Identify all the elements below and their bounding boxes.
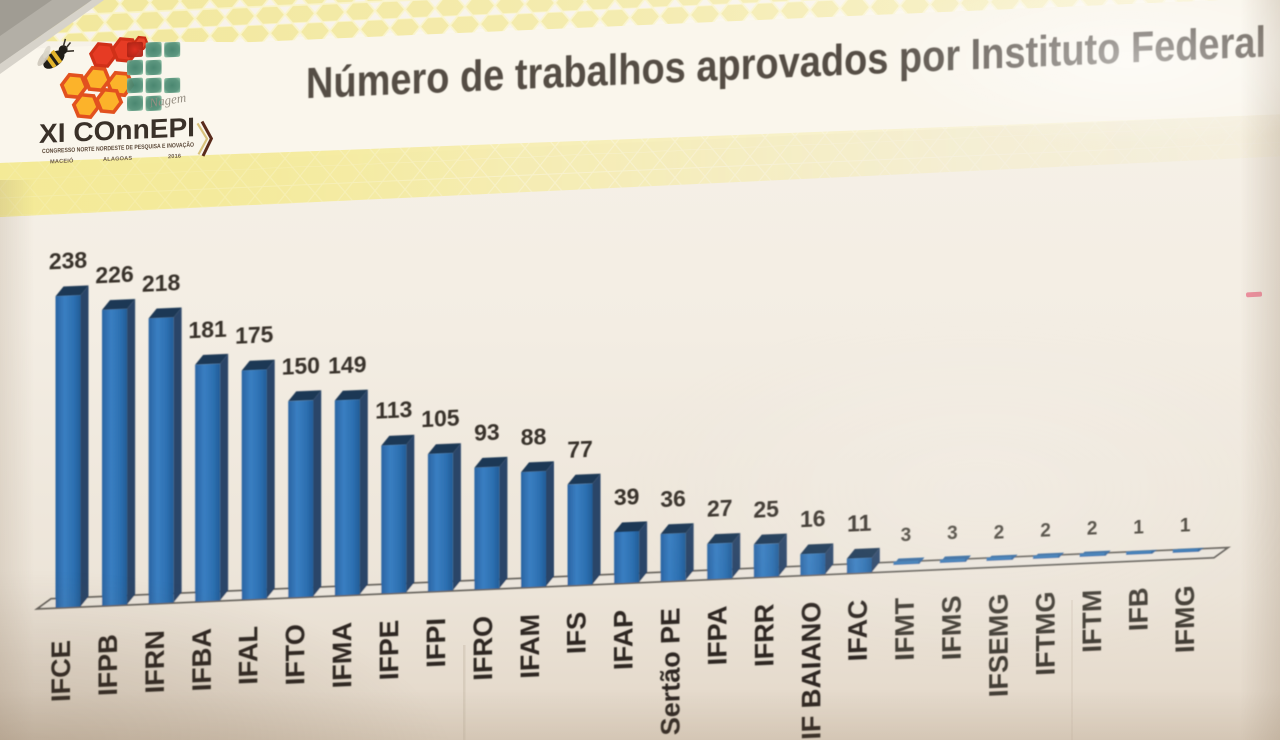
svg-text:2016: 2016 xyxy=(168,154,181,161)
svg-text:Nagem: Nagem xyxy=(148,90,187,111)
svg-text:226: 226 xyxy=(95,261,133,289)
svg-text:77: 77 xyxy=(567,436,593,463)
svg-text:93: 93 xyxy=(474,419,500,446)
svg-text:238: 238 xyxy=(49,247,88,275)
svg-text:XI COnnEPI: XI COnnEPI xyxy=(39,112,195,149)
svg-text:218: 218 xyxy=(142,269,181,297)
svg-text:175: 175 xyxy=(235,321,274,349)
svg-text:IFRO: IFRO xyxy=(468,615,498,681)
svg-text:ALAGOAS: ALAGOAS xyxy=(103,156,132,163)
svg-text:IFAM: IFAM xyxy=(515,613,545,679)
svg-text:IFPI: IFPI xyxy=(421,617,451,668)
svg-text:105: 105 xyxy=(421,405,460,433)
svg-text:181: 181 xyxy=(188,315,227,343)
svg-text:149: 149 xyxy=(328,351,366,379)
svg-text:MACEIÓ: MACEIÓ xyxy=(50,156,74,165)
svg-text:IFS: IFS xyxy=(562,611,592,654)
svg-text:88: 88 xyxy=(521,423,547,450)
svg-text:150: 150 xyxy=(282,352,320,380)
svg-text:113: 113 xyxy=(375,396,412,424)
svg-text:IFAP: IFAP xyxy=(609,609,639,670)
